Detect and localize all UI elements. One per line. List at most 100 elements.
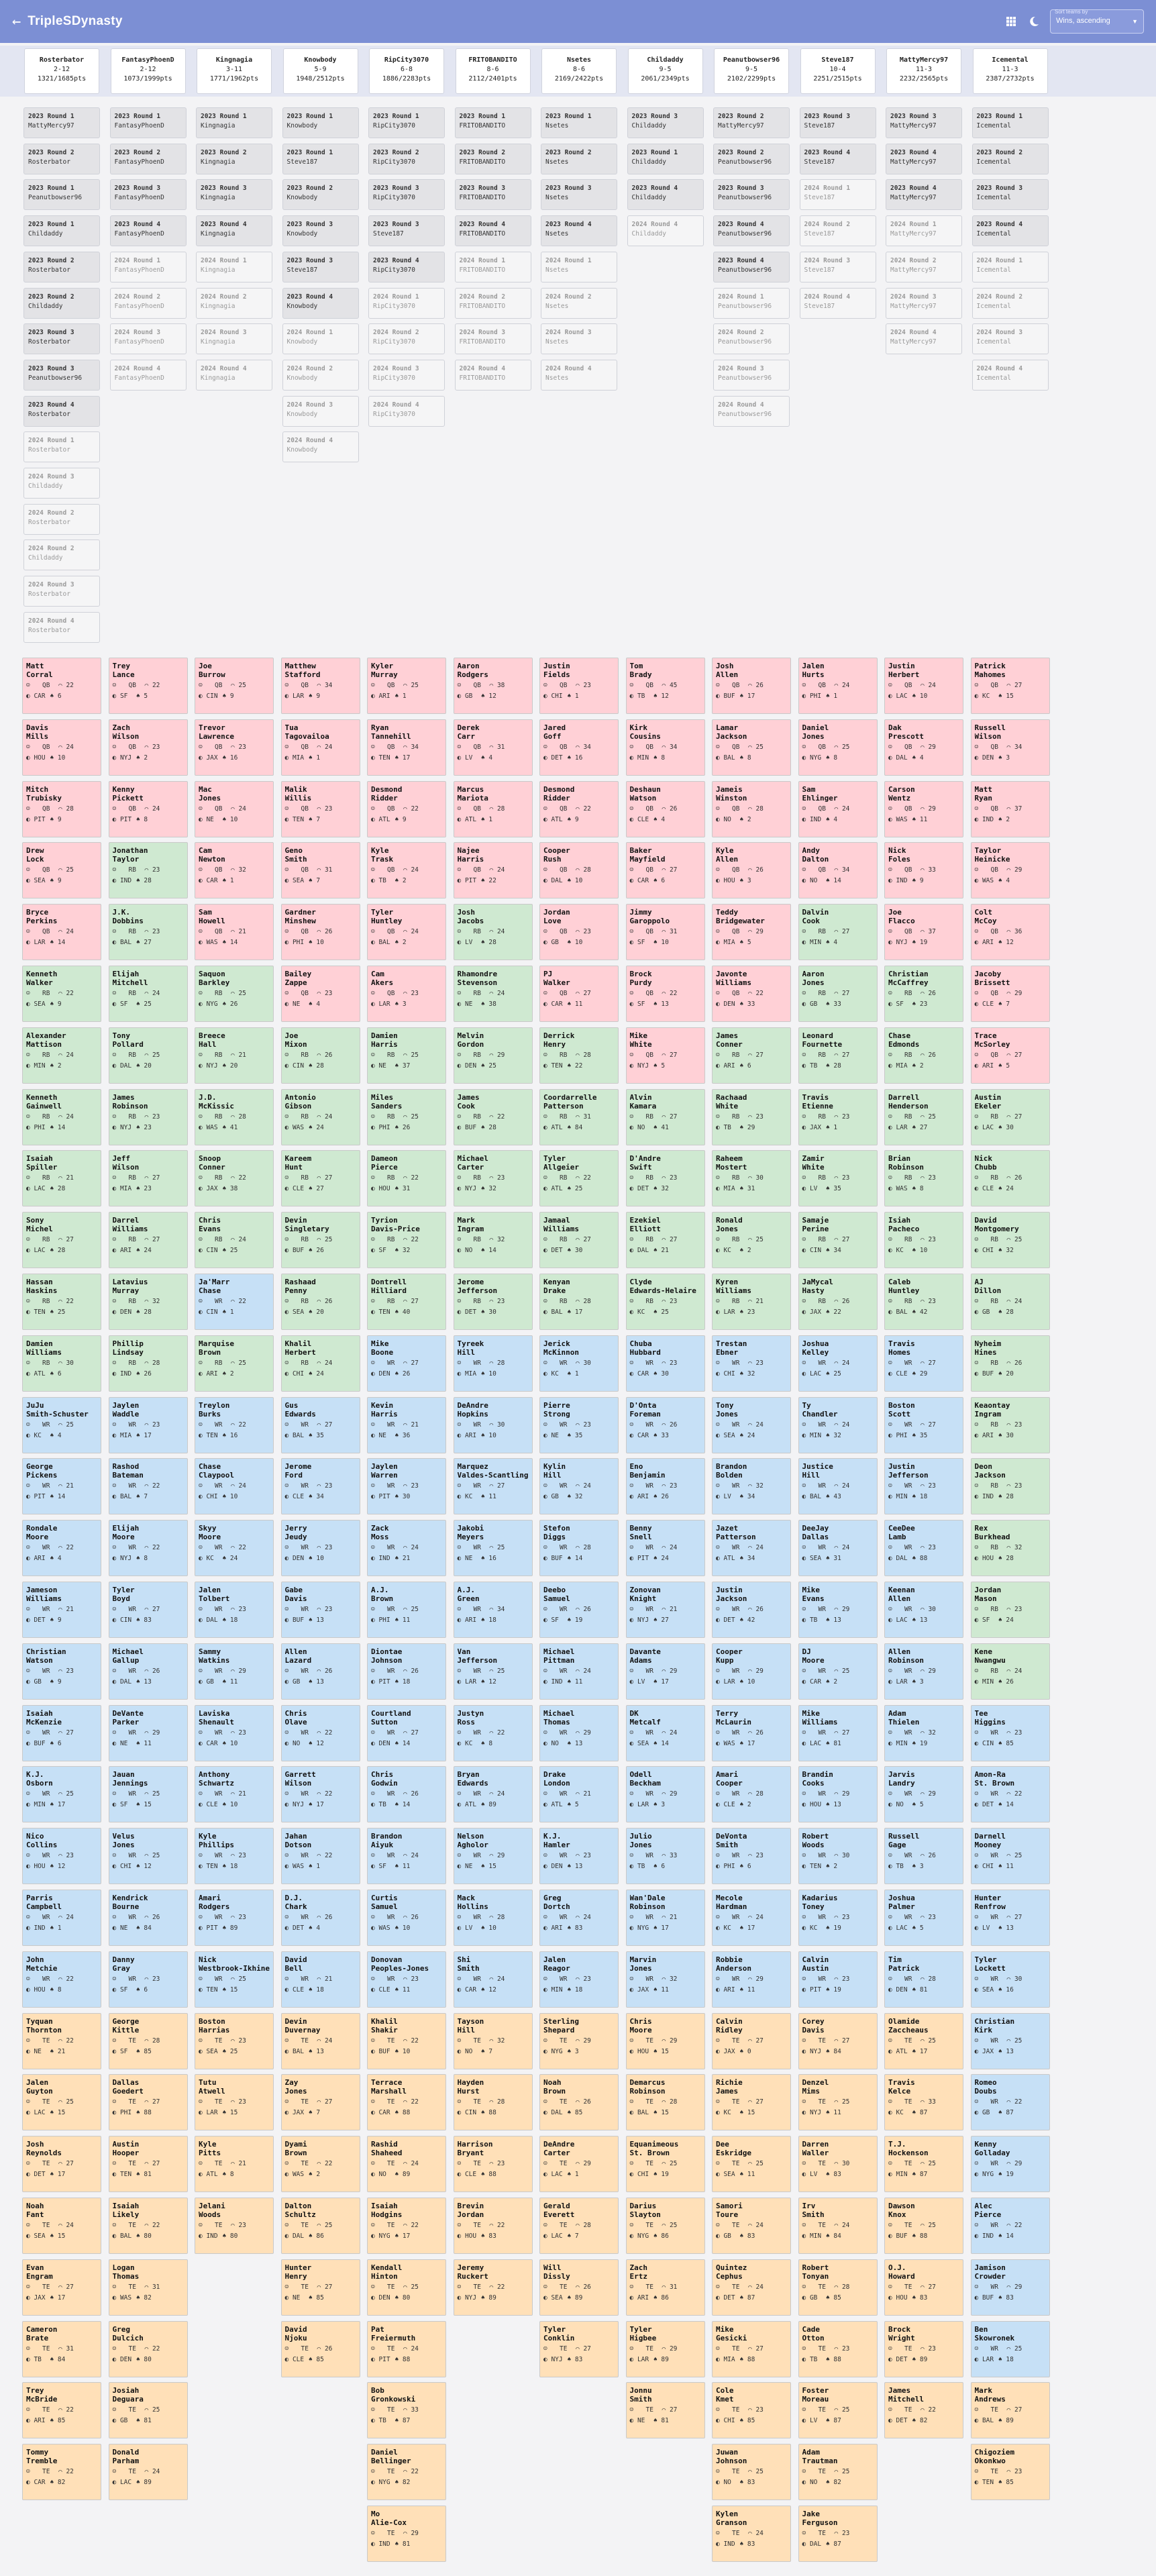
player-card[interactable]: Courtland Sutton ☺ WR ⌒ 27 ◐ DEN ♠ 14 — [367, 1704, 446, 1761]
player-card[interactable]: Mike Gesicki ☺ TE ⌒ 27 ◐ MIA ♠ 88 — [712, 2320, 791, 2377]
player-card[interactable]: Mack Hollins ☺ WR ⌒ 28 ◐ LV ♠ 10 — [453, 1890, 533, 1946]
player-card[interactable]: Zamir White ☺ RB ⌒ 23 ◐ LV ♠ 35 — [798, 1150, 878, 1207]
draft-pick[interactable]: 2024 Round 2 Kingnagia — [196, 287, 272, 319]
draft-pick[interactable]: 2023 Round 4 Peanutbowser96 — [713, 251, 790, 282]
draft-pick[interactable]: 2024 Round 2 Rosterbator — [23, 503, 100, 535]
player-card[interactable]: Hayden Hurst ☺ TE ⌒ 28 ◐ CIN ♠ 88 — [453, 2074, 533, 2131]
draft-pick[interactable]: 2023 Round 2 Icemental — [971, 143, 1049, 174]
player-card[interactable]: Keenan Allen ☺ WR ⌒ 30 ◐ LAC ♠ 13 — [884, 1582, 963, 1638]
player-card[interactable]: Cooper Kupp ☺ WR ⌒ 29 ◐ LAR ♠ 10 — [712, 1643, 791, 1700]
player-card[interactable]: Evan Engram ☺ TE ⌒ 27 ◐ JAX ♠ 17 — [22, 2259, 101, 2316]
player-card[interactable]: Hunter Henry ☺ TE ⌒ 27 ◐ NE ♠ 85 — [280, 2259, 360, 2316]
player-card[interactable]: Allen Robinson ☺ WR ⌒ 29 ◐ LAR ♠ 3 — [884, 1643, 963, 1700]
draft-pick[interactable]: 2024 Round 2 Steve187 — [799, 215, 876, 247]
draft-pick[interactable]: 2023 Round 4 Icemental — [971, 215, 1049, 247]
player-card[interactable]: JuJu Smith-Schuster ☺ WR ⌒ 25 ◐ KC ♠ 4 — [22, 1396, 101, 1453]
player-card[interactable]: Nick Chubb ☺ RB ⌒ 26 ◐ CLE ♠ 24 — [970, 1150, 1050, 1207]
draft-pick[interactable]: 2024 Round 4 RipCity3070 — [368, 395, 445, 427]
player-card[interactable]: Sam Howell ☺ QB ⌒ 21 ◐ WAS ♠ 14 — [195, 904, 274, 961]
player-card[interactable]: Kendrick Bourne ☺ WR ⌒ 26 ◐ NE ♠ 84 — [108, 1890, 188, 1946]
player-card[interactable]: Bryan Edwards ☺ WR ⌒ 24 ◐ ATL ♠ 89 — [453, 1766, 533, 1823]
draft-pick[interactable]: 2023 Round 2 MattyMercy97 — [713, 107, 790, 138]
player-card[interactable]: Gabe Davis ☺ WR ⌒ 23 ◐ BUF ♠ 13 — [280, 1582, 360, 1638]
player-card[interactable]: A.J. Brown ☺ WR ⌒ 25 ◐ PHI ♠ 11 — [367, 1582, 446, 1638]
player-card[interactable]: Rhamondre Stevenson ☺ RB ⌒ 24 ◐ NE ♠ 38 — [453, 966, 533, 1022]
player-card[interactable]: Boston Harrias ☺ TE ⌒ 23 ◐ SEA ♠ 25 — [195, 2012, 274, 2069]
player-card[interactable]: Michael Pittman ☺ WR ⌒ 24 ◐ IND ♠ 11 — [539, 1643, 619, 1700]
team-card[interactable]: Nsetes 8-6 2169/2422pts — [541, 48, 617, 94]
draft-pick[interactable]: 2023 Round 1 Peanutbowser96 — [23, 179, 100, 211]
player-card[interactable]: Jelani Woods ☺ TE ⌒ 23 ◐ IND ♠ 80 — [195, 2198, 274, 2254]
player-card[interactable]: Tom Brady ☺ QB ⌒ 45 ◐ TB ♠ 12 — [625, 658, 705, 714]
player-card[interactable]: Josh Allen ☺ QB ⌒ 26 ◐ BUF ♠ 17 — [712, 658, 791, 714]
player-card[interactable]: Kyle Trask ☺ QB ⌒ 24 ◐ TB ♠ 2 — [367, 842, 446, 899]
player-card[interactable]: Josh Jacobs ☺ RB ⌒ 24 ◐ LV ♠ 28 — [453, 904, 533, 961]
draft-pick[interactable]: 2023 Round 3 Steve187 — [368, 215, 445, 247]
player-card[interactable]: Dameon Pierce ☺ RB ⌒ 22 ◐ HOU ♠ 31 — [367, 1150, 446, 1207]
draft-pick[interactable]: 2024 Round 3 Nsetes — [541, 323, 617, 355]
player-card[interactable]: D'Andre Swift ☺ RB ⌒ 23 ◐ DET ♠ 32 — [625, 1150, 705, 1207]
player-card[interactable]: A.J. Green ☺ WR ⌒ 34 ◐ ARI ♠ 18 — [453, 1582, 533, 1638]
player-card[interactable]: Hassan Haskins ☺ RB ⌒ 22 ◐ TEN ♠ 25 — [22, 1274, 101, 1330]
player-card[interactable]: Drake London ☺ WR ⌒ 21 ◐ ATL ♠ 5 — [539, 1766, 619, 1823]
player-card[interactable]: Daniel Jones ☺ QB ⌒ 25 ◐ NYG ♠ 8 — [798, 719, 878, 776]
player-card[interactable]: Trestan Ebner ☺ WR ⌒ 23 ◐ CHI ♠ 32 — [712, 1335, 791, 1392]
player-card[interactable]: Zay Jones ☺ TE ⌒ 27 ◐ JAX ♠ 7 — [280, 2074, 360, 2131]
player-card[interactable]: Michael Carter ☺ RB ⌒ 23 ◐ NYJ ♠ 32 — [453, 1150, 533, 1207]
player-card[interactable]: Adam Thielen ☺ WR ⌒ 32 ◐ MIN ♠ 19 — [884, 1704, 963, 1761]
player-card[interactable]: Tony Pollard ☺ RB ⌒ 25 ◐ DAL ♠ 20 — [108, 1027, 188, 1084]
player-card[interactable]: Mike Williams ☺ WR ⌒ 27 ◐ LAC ♠ 81 — [798, 1704, 878, 1761]
draft-pick[interactable]: 2024 Round 4 Icemental — [971, 359, 1049, 391]
draft-pick[interactable]: 2023 Round 2 RipCity3070 — [368, 143, 445, 174]
player-card[interactable]: Dalvin Cook ☺ RB ⌒ 27 ◐ MIN ♠ 4 — [798, 904, 878, 961]
player-card[interactable]: Deebo Samuel ☺ WR ⌒ 26 ◐ SF ♠ 19 — [539, 1582, 619, 1638]
player-card[interactable]: Dontrell Hilliard ☺ RB ⌒ 27 ◐ TEN ♠ 40 — [367, 1274, 446, 1330]
player-card[interactable]: Zach Wilson ☺ QB ⌒ 23 ◐ NYJ ♠ 2 — [108, 719, 188, 776]
player-card[interactable]: Nyheim Hines ☺ RB ⌒ 26 ◐ BUF ♠ 20 — [970, 1335, 1050, 1392]
player-card[interactable]: Rondale Moore ☺ WR ⌒ 22 ◐ ARI ♠ 4 — [22, 1520, 101, 1577]
player-card[interactable]: Kylin Hill ☺ WR ⌒ 24 ◐ GB ♠ 32 — [539, 1458, 619, 1515]
player-card[interactable]: Justin Herbert ☺ QB ⌒ 24 ◐ LAC ♠ 10 — [884, 658, 963, 714]
player-card[interactable]: D.J. Chark ☺ WR ⌒ 26 ◐ DET ♠ 4 — [280, 1890, 360, 1946]
player-card[interactable]: Sterling Shepard ☺ TE ⌒ 29 ◐ NYG ♠ 3 — [539, 2012, 619, 2069]
player-card[interactable]: Aaron Rodgers ☺ QB ⌒ 38 ◐ GB ♠ 12 — [453, 658, 533, 714]
player-card[interactable]: Ronald Jones ☺ RB ⌒ 25 ◐ KC ♠ 2 — [712, 1212, 791, 1269]
player-card[interactable]: Kirk Cousins ☺ QB ⌒ 34 ◐ MIN ♠ 8 — [625, 719, 705, 776]
draft-pick[interactable]: 2023 Round 4 FRITOBANDITO — [454, 215, 531, 247]
player-card[interactable]: Trevor Lawrence ☺ QB ⌒ 23 ◐ JAX ♠ 16 — [195, 719, 274, 776]
player-card[interactable]: Samaje Perine ☺ RB ⌒ 27 ◐ CIN ♠ 34 — [798, 1212, 878, 1269]
player-card[interactable]: Travis Etienne ☺ RB ⌒ 23 ◐ JAX ♠ 1 — [798, 1088, 878, 1145]
draft-pick[interactable]: 2023 Round 1 FantasyPhoenD — [109, 107, 187, 138]
player-card[interactable]: Allen Lazard ☺ WR ⌒ 26 ◐ GB ♠ 13 — [280, 1643, 360, 1700]
draft-pick[interactable]: 2023 Round 2 Rosterbator — [23, 143, 100, 174]
player-card[interactable]: Cam Akers ☺ QB ⌒ 23 ◐ LAR ♠ 3 — [367, 966, 446, 1022]
player-card[interactable]: Nick Foles ☺ QB ⌒ 33 ◐ IND ♠ 9 — [884, 842, 963, 899]
draft-pick[interactable]: 2024 Round 4 Childaddy — [627, 215, 704, 247]
player-card[interactable]: Andy Dalton ☺ QB ⌒ 34 ◐ NO ♠ 14 — [798, 842, 878, 899]
player-card[interactable]: Jerome Jefferson ☺ RB ⌒ 23 ◐ DET ♠ 30 — [453, 1274, 533, 1330]
draft-pick[interactable]: 2024 Round 2 MattyMercy97 — [886, 251, 962, 282]
player-card[interactable]: James Conner ☺ RB ⌒ 27 ◐ ARI ♠ 6 — [712, 1027, 791, 1084]
player-card[interactable]: Miles Sanders ☺ RB ⌒ 25 ◐ PHI ♠ 26 — [367, 1088, 446, 1145]
player-card[interactable]: Tee Higgins ☺ WR ⌒ 23 ◐ CIN ♠ 85 — [970, 1704, 1050, 1761]
draft-pick[interactable]: 2023 Round 3 Peanutbowser96 — [23, 359, 100, 391]
draft-pick[interactable]: 2024 Round 2 Nsetes — [541, 287, 617, 319]
player-card[interactable]: Bryce Perkins ☺ QB ⌒ 24 ◐ LAR ♠ 14 — [22, 904, 101, 961]
player-card[interactable]: Robbie Anderson ☺ WR ⌒ 29 ◐ ARI ♠ 11 — [712, 1951, 791, 2008]
player-card[interactable]: Desmond Ridder ☺ QB ⌒ 22 ◐ ATL ♠ 9 — [539, 780, 619, 837]
player-card[interactable]: Jordan Mason ☺ RB ⌒ 23 ◐ SF ♠ 24 — [970, 1582, 1050, 1638]
player-card[interactable]: Tyler Allgeier ☺ RB ⌒ 22 ◐ ATL ♠ 25 — [539, 1150, 619, 1207]
draft-pick[interactable]: 2023 Round 3 FRITOBANDITO — [454, 179, 531, 211]
player-card[interactable]: Isaiah McKenzie ☺ WR ⌒ 27 ◐ BUF ♠ 6 — [22, 1704, 101, 1761]
player-card[interactable]: Mecole Hardman ☺ WR ⌒ 24 ◐ KC ♠ 17 — [712, 1890, 791, 1946]
player-card[interactable]: Cade Otton ☺ TE ⌒ 23 ◐ TB ♠ 88 — [798, 2320, 878, 2377]
player-card[interactable]: Mike Boone ☺ WR ⌒ 27 ◐ DEN ♠ 26 — [367, 1335, 446, 1392]
player-card[interactable]: Breece Hall ☺ RB ⌒ 21 ◐ NYJ ♠ 20 — [195, 1027, 274, 1084]
player-card[interactable]: PJ Walker ☺ QB ⌒ 27 ◐ CAR ♠ 11 — [539, 966, 619, 1022]
player-card[interactable]: Dalton Schultz ☺ TE ⌒ 25 ◐ DAL ♠ 86 — [280, 2198, 360, 2254]
player-card[interactable]: Tutu Atwell ☺ TE ⌒ 23 ◐ LAR ♠ 15 — [195, 2074, 274, 2131]
player-card[interactable]: DeAndre Hopkins ☺ WR ⌒ 30 ◐ ARI ♠ 10 — [453, 1396, 533, 1453]
player-card[interactable]: Marcus Mariota ☺ QB ⌒ 28 ◐ ATL ♠ 1 — [453, 780, 533, 837]
player-card[interactable]: Jamaal Williams ☺ RB ⌒ 27 ◐ DET ♠ 30 — [539, 1212, 619, 1269]
player-card[interactable]: Isaiah Likely ☺ TE ⌒ 22 ◐ BAL ♠ 80 — [108, 2198, 188, 2254]
